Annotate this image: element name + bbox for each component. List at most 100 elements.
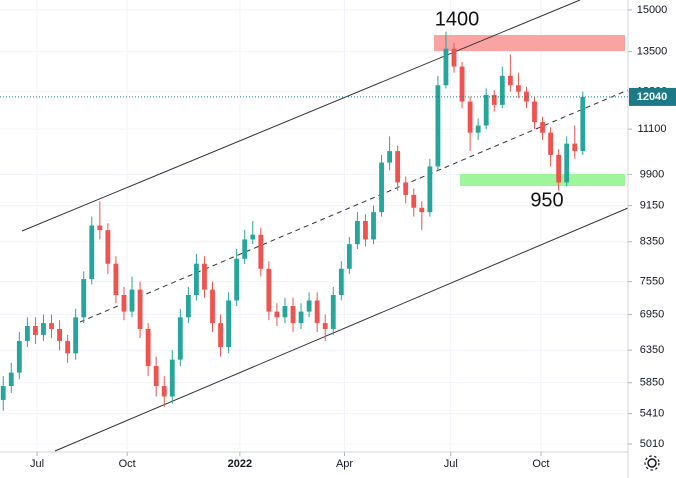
y-tick-label: 6950 xyxy=(640,308,664,320)
candle-body xyxy=(306,300,312,312)
candle-body xyxy=(354,221,360,245)
candle-body xyxy=(427,166,433,213)
settings-icon-ring xyxy=(647,458,657,468)
candle-body xyxy=(459,66,465,102)
y-tick-label: 13500 xyxy=(637,46,668,58)
candle-body xyxy=(507,75,513,86)
candle-body xyxy=(475,125,481,133)
channel-upper xyxy=(21,0,581,232)
candle-body xyxy=(411,194,417,208)
candle-body xyxy=(532,101,537,123)
candle-body xyxy=(145,328,151,367)
y-tick-label: 6350 xyxy=(640,344,664,356)
candle-body xyxy=(33,326,38,335)
candle-body xyxy=(137,289,143,329)
y-tick-label: 9150 xyxy=(640,199,664,211)
candle-body xyxy=(89,225,95,280)
annotation: 1400 xyxy=(435,8,480,30)
candle-body xyxy=(419,207,425,213)
last-price-box xyxy=(629,87,676,106)
y-tick-label: 5010 xyxy=(640,438,664,450)
annotation: 950 xyxy=(530,189,563,211)
candle-body xyxy=(105,230,111,264)
candle-body xyxy=(371,212,376,240)
candle-body xyxy=(451,48,457,67)
candle-body xyxy=(226,300,232,348)
candle-body xyxy=(121,294,127,312)
candle-body xyxy=(524,91,529,102)
grid xyxy=(0,0,628,452)
candle-body xyxy=(330,294,336,329)
candles xyxy=(0,31,586,411)
x-tick-label: Oct xyxy=(532,458,549,470)
candle-body xyxy=(169,359,175,397)
candle-body xyxy=(298,311,304,324)
candle-body xyxy=(81,279,87,318)
candle-body xyxy=(193,263,199,295)
y-tick-label: 5850 xyxy=(640,377,664,389)
candle-body xyxy=(282,305,288,318)
candle-body xyxy=(314,300,320,324)
candle-body xyxy=(338,268,344,295)
candle-body xyxy=(580,96,586,152)
y-tick-label: 5410 xyxy=(640,408,664,420)
settings-icon[interactable] xyxy=(644,455,660,471)
y-tick-label: 11100 xyxy=(638,123,667,135)
support-zone xyxy=(460,174,625,186)
candle-body xyxy=(234,258,240,301)
candle-body xyxy=(16,340,22,373)
candle-body xyxy=(218,323,223,348)
candle-body xyxy=(24,326,30,341)
candle-body xyxy=(49,323,54,329)
candle-body xyxy=(322,323,328,329)
candle-body xyxy=(185,294,191,318)
candle-body xyxy=(57,328,62,341)
candle-body xyxy=(0,386,6,400)
candle-body xyxy=(483,94,489,126)
candle-body xyxy=(41,323,46,335)
x-tick-label: Oct xyxy=(119,458,136,470)
resistance-zone xyxy=(434,35,625,51)
candle-body xyxy=(556,154,562,183)
candle-body xyxy=(161,386,167,397)
candle-body xyxy=(274,311,280,318)
y-tick-label: 15000 xyxy=(637,4,668,16)
y-tick-label: 9900 xyxy=(640,168,664,180)
x-tick-label: 2022 xyxy=(228,458,252,470)
candle-body xyxy=(467,101,473,133)
channel-middle xyxy=(79,89,629,323)
x-tick-label: Jul xyxy=(30,458,44,470)
candle-body xyxy=(258,234,264,269)
candle-body xyxy=(266,268,272,312)
candle-body xyxy=(8,372,14,387)
candle-body xyxy=(387,151,393,163)
candle-body xyxy=(403,182,409,195)
candle-body xyxy=(242,239,248,259)
candle-body xyxy=(379,162,384,213)
candle-body xyxy=(491,94,497,105)
candle-body xyxy=(435,85,441,167)
candle-body xyxy=(290,305,296,324)
candle-body xyxy=(210,289,215,324)
candle-body xyxy=(572,143,578,152)
candle-body xyxy=(548,132,554,155)
candle-body xyxy=(153,366,159,387)
candle-body xyxy=(73,317,79,354)
candle-body xyxy=(129,289,135,312)
candle-body xyxy=(346,244,352,269)
axes: 1500013500122001110099009150835075506950… xyxy=(0,4,676,470)
y-tick-label: 8350 xyxy=(640,236,664,248)
x-tick-label: Apr xyxy=(336,458,353,470)
candle-body xyxy=(395,151,401,183)
candle-body xyxy=(177,317,183,360)
candle-body xyxy=(564,143,570,183)
candle-body xyxy=(97,225,103,231)
candle-body xyxy=(363,221,368,240)
settings-icon-teeth xyxy=(644,455,660,471)
candle-body xyxy=(499,75,505,105)
x-tick-label: Jul xyxy=(444,458,458,470)
candle-body xyxy=(540,122,545,133)
candle-body xyxy=(202,263,207,290)
candle-body xyxy=(515,85,521,92)
